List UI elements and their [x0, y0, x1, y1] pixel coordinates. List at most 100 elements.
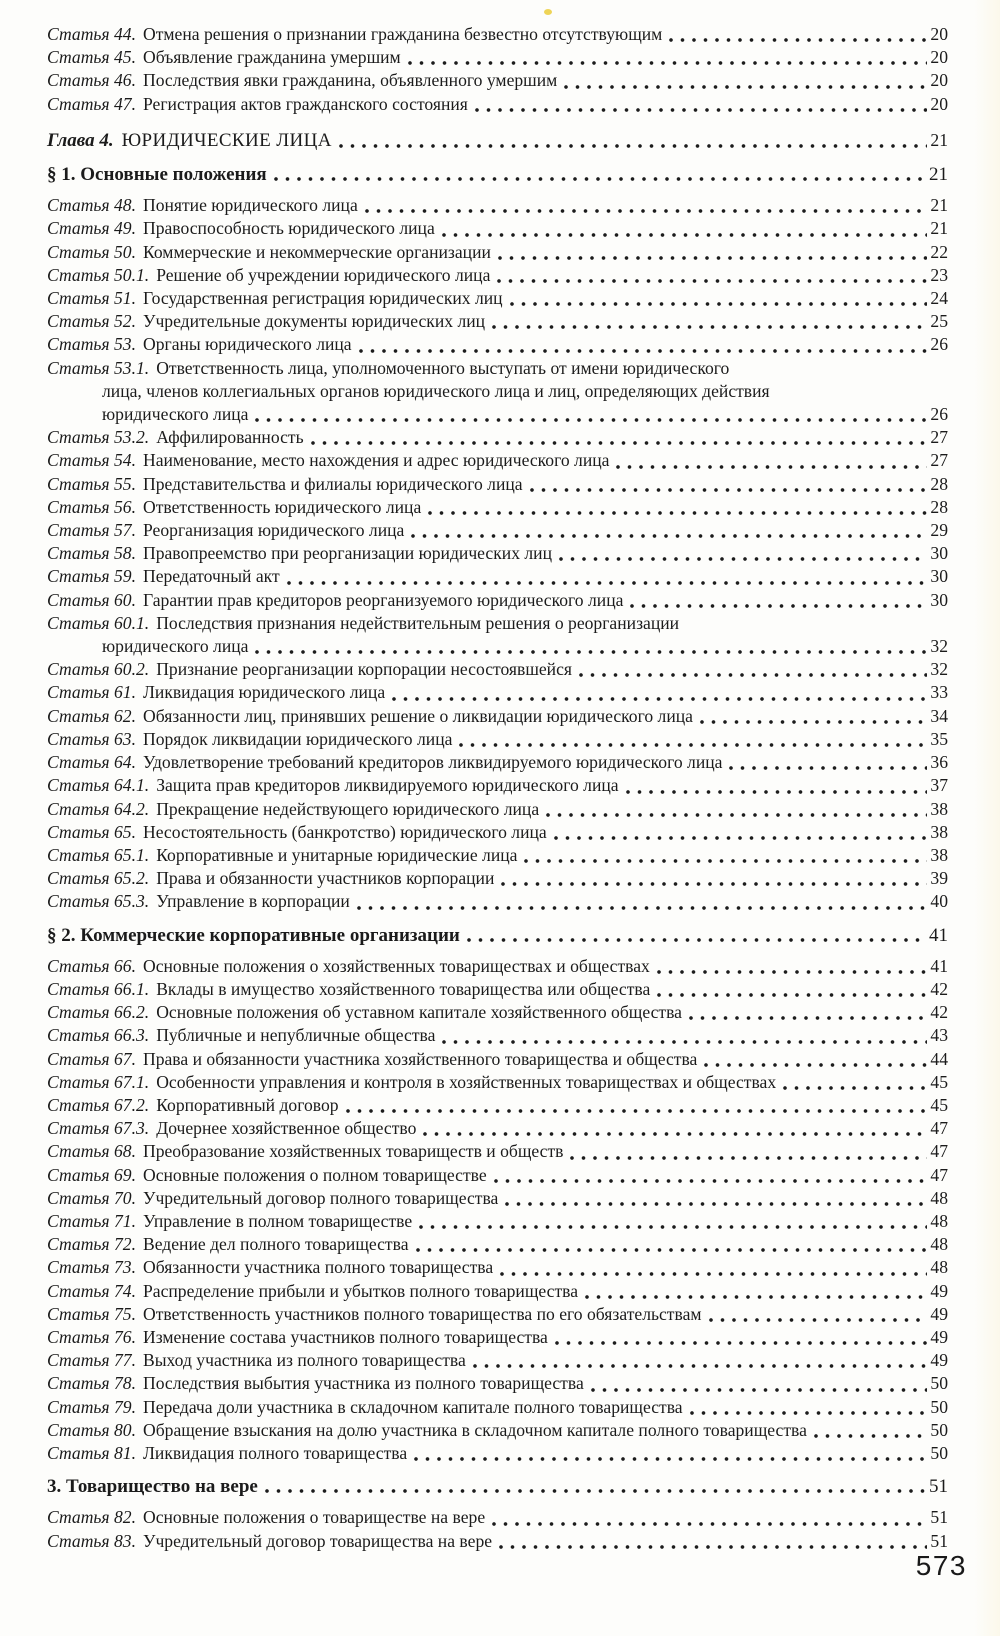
- article-number: Статья 69.: [47, 1164, 136, 1185]
- toc-entry-line: Статья 77. Выход участника из полного тов…: [47, 1349, 948, 1372]
- article-number: Статья 50.: [47, 241, 136, 262]
- article-number: Статья 50.1.: [47, 264, 150, 285]
- entry-page-number: 21: [930, 195, 948, 216]
- toc-entry-line: Статья 65. Несостоятельность (банкротство…: [47, 821, 948, 844]
- entry-page-number: 49: [930, 1326, 948, 1347]
- article-title: Реорганизация юридического лица: [142, 520, 405, 541]
- article-title: Представительства и филиалы юридического…: [142, 473, 523, 494]
- article-title: Ликвидация полного товарищества: [142, 1442, 408, 1463]
- article-number: Статья 60.2.: [47, 659, 150, 680]
- toc-entry-line: Статья 83. Учредительный договор товарище…: [47, 1530, 948, 1553]
- entry-page-number: 20: [930, 93, 948, 114]
- dot-leader: [459, 743, 928, 748]
- toc-entry-line: Статья 51. Государственная регистрация юр…: [47, 287, 948, 310]
- dot-leader: [657, 993, 928, 998]
- article-title: Изменение состава участников полного тов…: [142, 1326, 548, 1347]
- article-number: Статья 53.1.: [47, 357, 150, 378]
- toc-entry-line: Статья 76. Изменение состава участников п…: [47, 1326, 948, 1349]
- article-title: Отмена решения о признании гражданина бе…: [142, 24, 663, 44]
- toc-entry-line: Статья 66.2. Основные положения об уставн…: [47, 1001, 948, 1024]
- article-number: Статья 53.2.: [47, 427, 150, 448]
- entry-page-number: 29: [930, 520, 948, 541]
- dot-leader: [492, 325, 928, 330]
- toc-entry-line: Статья 45. Объявление гражданина умершим 2…: [47, 46, 948, 69]
- toc-entry-line: лица, членов коллегиальных органов юриди…: [47, 380, 948, 403]
- toc-entry-line: Статья 72. Ведение дел полного товарищест…: [47, 1233, 948, 1256]
- article-title: Ликвидация юридического лица: [142, 682, 386, 703]
- article-number: Статья 62.: [47, 705, 136, 726]
- toc-entry-line: Статья 44. Отмена решения о признании гра…: [47, 23, 948, 46]
- toc-entry-line: Статья 60.2. Признание реорганизации корп…: [47, 658, 948, 681]
- dot-leader: [688, 1016, 928, 1021]
- entry-page-number: 34: [930, 705, 948, 726]
- entry-page-number: 49: [930, 1303, 948, 1324]
- toc-entry-line: юридического лица 32: [47, 635, 948, 658]
- dot-leader: [423, 1132, 928, 1137]
- table-of-contents: Статья 44. Отмена решения о признании гра…: [47, 23, 948, 1553]
- dot-leader: [492, 1521, 928, 1526]
- entry-page-number: 45: [930, 1094, 948, 1115]
- toc-section-3: 3. Товарищество на вере 51 Статья 82. Осн…: [47, 1475, 948, 1553]
- toc-entry-line: Статья 48. Понятие юридического лица 21: [47, 194, 948, 217]
- toc-entry-line: Статья 57. Реорганизация юридического лиц…: [47, 519, 948, 542]
- article-number: Статья 70.: [47, 1187, 136, 1208]
- article-number: Статья 61.: [47, 682, 136, 703]
- article-number: Статья 46.: [47, 70, 136, 91]
- article-title: Решение об учреждении юридического лица: [156, 264, 491, 285]
- article-number: Статья 48.: [47, 195, 136, 216]
- entry-page-number: 42: [930, 1002, 948, 1023]
- article-title: Ведение дел полного товарищества: [142, 1234, 409, 1255]
- dot-leader: [524, 859, 928, 864]
- article-number: Статья 79.: [47, 1396, 136, 1417]
- article-title: Основные положения о товариществе на вер…: [142, 1507, 486, 1528]
- article-number: Статья 82.: [47, 1507, 136, 1528]
- dot-leader: [689, 1410, 928, 1415]
- article-number: Статья 67.1.: [47, 1071, 150, 1092]
- dot-leader: [310, 441, 928, 446]
- toc-entry-line: Статья 66. Основные положения о хозяйстве…: [47, 955, 948, 978]
- article-number: Статья 55.: [47, 473, 136, 494]
- toc-entry-line: Статья 50.1. Решение об учреждении юридич…: [47, 264, 948, 287]
- dot-leader: [414, 1457, 928, 1462]
- article-title: Распределение прибыли и убытков полного …: [142, 1280, 579, 1301]
- entry-page-number: 48: [930, 1257, 948, 1278]
- section-page-number: 41: [929, 924, 948, 946]
- entry-page-number: 47: [930, 1118, 948, 1139]
- article-title: Ответственность юридического лица: [142, 496, 422, 517]
- article-number: Статья 47.: [47, 93, 136, 114]
- article-title: Правопреемство при реорганизации юридиче…: [142, 543, 553, 564]
- article-title: Преобразование хозяйственных товариществ…: [142, 1141, 564, 1162]
- article-number: Статья 74.: [47, 1280, 136, 1301]
- article-title: Управление в полном товариществе: [142, 1210, 413, 1231]
- toc-entry-line: Статья 65.3. Управление в корпорации 40: [47, 890, 948, 913]
- entry-page-number: 20: [930, 47, 948, 68]
- article-number: Статья 80.: [47, 1419, 136, 1440]
- toc-section-heading: § 2. Коммерческие корпоративные организа…: [47, 924, 948, 947]
- entry-page-number: 47: [930, 1141, 948, 1162]
- article-number: Статья 66.: [47, 955, 136, 976]
- dot-leader: [358, 348, 928, 353]
- dot-leader: [286, 580, 928, 585]
- article-number: Статья 45.: [47, 47, 136, 68]
- dot-leader: [729, 766, 928, 771]
- entry-page-number: 38: [930, 844, 948, 865]
- article-number: Статья 66.3.: [47, 1025, 150, 1046]
- chapter-label: Глава 4.: [47, 129, 114, 151]
- dot-leader: [625, 789, 928, 794]
- dot-leader: [474, 107, 928, 112]
- article-number: Статья 77.: [47, 1350, 136, 1371]
- dot-leader: [338, 144, 928, 149]
- toc-entry-line: Статья 71. Управление в полном товарищест…: [47, 1210, 948, 1233]
- entry-page-number: 50: [930, 1373, 948, 1394]
- entry-page-number: 22: [930, 241, 948, 262]
- article-title: Обязанности лиц, принявших решение о лик…: [142, 705, 693, 726]
- toc-entry-line: Статья 59. Передаточный акт 30: [47, 565, 948, 588]
- entry-page-number: 26: [930, 404, 948, 425]
- article-title: Учредительный договор товарищества на ве…: [142, 1530, 493, 1551]
- article-title: Последствия явки гражданина, объявленног…: [142, 70, 558, 91]
- dot-leader: [783, 1085, 928, 1090]
- entry-page-number: 37: [930, 775, 948, 796]
- entry-page-number: 42: [930, 978, 948, 999]
- chapter-page-number: 21: [930, 129, 948, 150]
